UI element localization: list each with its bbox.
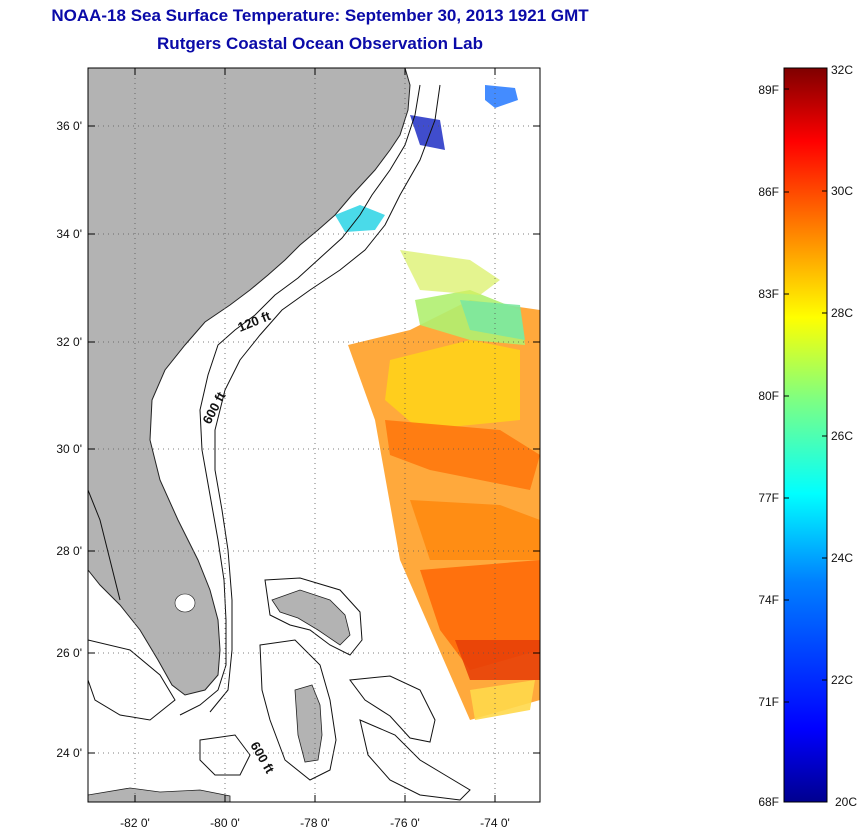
colorbar-c-label: 32C: [831, 63, 853, 77]
lat-lon-grid: [88, 68, 540, 802]
temperature-colorbar: 89F 86F 83F 80F 77F 74F 71F 68F 32C 30C …: [758, 63, 857, 809]
colorbar-c-label: 28C: [831, 306, 853, 320]
map-subtitle: Rutgers Coastal Ocean Observation Lab: [157, 34, 483, 53]
lon-tick-label: -78 0': [300, 816, 330, 830]
colorbar-f-label: 71F: [758, 695, 779, 709]
lon-tick-label: -76 0': [390, 816, 420, 830]
map-title: NOAA-18 Sea Surface Temperature: Septemb…: [51, 6, 589, 25]
colorbar-f-label: 74F: [758, 593, 779, 607]
axis-ticks: [88, 68, 540, 802]
colorbar-gradient: [783, 67, 828, 803]
lat-tick-label: 26 0': [56, 646, 82, 660]
lat-tick-label: 36 0': [56, 119, 82, 133]
map-frame: [87, 67, 541, 803]
colorbar-c-label: 20C: [835, 795, 857, 809]
colorbar-f-label: 83F: [758, 287, 779, 301]
lat-tick-label: 34 0': [56, 227, 82, 241]
bathymetry-contours: [88, 84, 471, 801]
colorbar-c-label: 30C: [831, 184, 853, 198]
map-panel: 120 ft 600 ft 600 ft: [56, 67, 541, 830]
land: [88, 68, 411, 802]
lat-tick-label: 24 0': [56, 746, 82, 760]
lon-tick-label: -82 0': [120, 816, 150, 830]
colorbar-f-label: 77F: [758, 491, 779, 505]
colorbar-f-label: 86F: [758, 185, 779, 199]
colorbar-c-label: 22C: [831, 673, 853, 687]
lon-tick-label: -80 0': [210, 816, 240, 830]
colorbar-f-label: 89F: [758, 83, 779, 97]
colorbar-c-label: 26C: [831, 429, 853, 443]
sst-swath: [335, 85, 540, 720]
lat-tick-label: 32 0': [56, 335, 82, 349]
lon-tick-label: -74 0': [480, 816, 510, 830]
colorbar-c-label: 24C: [831, 551, 853, 565]
lat-tick-label: 30 0': [56, 442, 82, 456]
colorbar-f-label: 68F: [758, 795, 779, 809]
colorbar-f-label: 80F: [758, 389, 779, 403]
lat-tick-label: 28 0': [56, 544, 82, 558]
